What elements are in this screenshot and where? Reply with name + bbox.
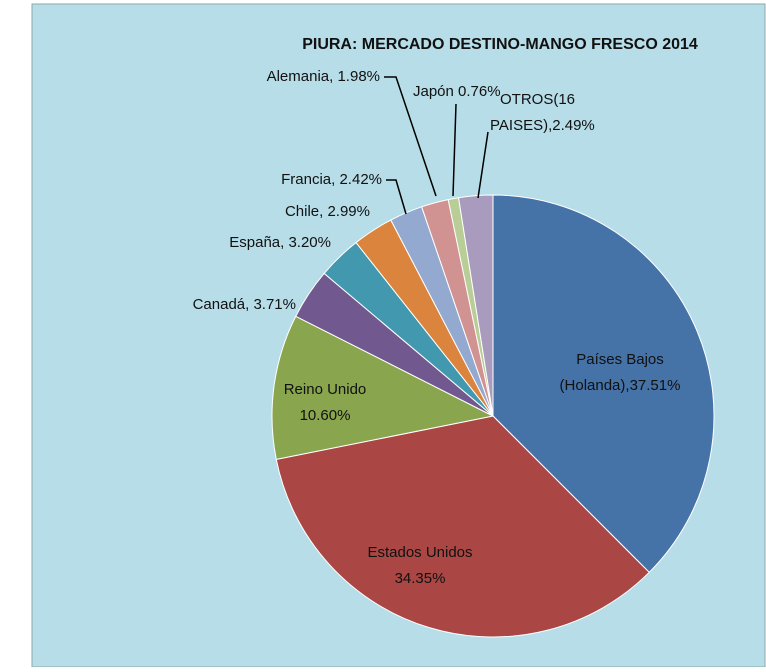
data-label: Reino Unido xyxy=(284,381,367,398)
data-label: España, 3.20% xyxy=(229,234,331,251)
data-label: OTROS(16 xyxy=(500,91,575,108)
chart-title: PIURA: MERCADO DESTINO-MANGO FRESCO 2014 xyxy=(302,36,698,53)
data-label: Japón 0.76% xyxy=(413,83,501,100)
data-label: Estados Unidos xyxy=(367,544,472,561)
leader-line xyxy=(477,131,489,199)
data-label: Chile, 2.99% xyxy=(285,203,370,220)
leader-line xyxy=(386,179,407,215)
pie-slice xyxy=(492,194,715,574)
leader-line xyxy=(384,76,437,197)
leader-line xyxy=(452,103,457,197)
data-label: Canadá, 3.71% xyxy=(193,296,296,313)
data-label: Francia, 2.42% xyxy=(281,171,382,188)
data-label: Alemania, 1.98% xyxy=(267,68,380,85)
data-label: Países Bajos xyxy=(576,351,664,368)
data-label: (Holanda),37.51% xyxy=(560,377,681,394)
data-label: 10.60% xyxy=(300,407,351,424)
pie-slice xyxy=(275,415,650,638)
pie-slice xyxy=(271,315,495,461)
data-label: 34.35% xyxy=(395,570,446,587)
pie-slice xyxy=(457,194,494,417)
data-label: PAISES),2.49% xyxy=(490,117,595,134)
